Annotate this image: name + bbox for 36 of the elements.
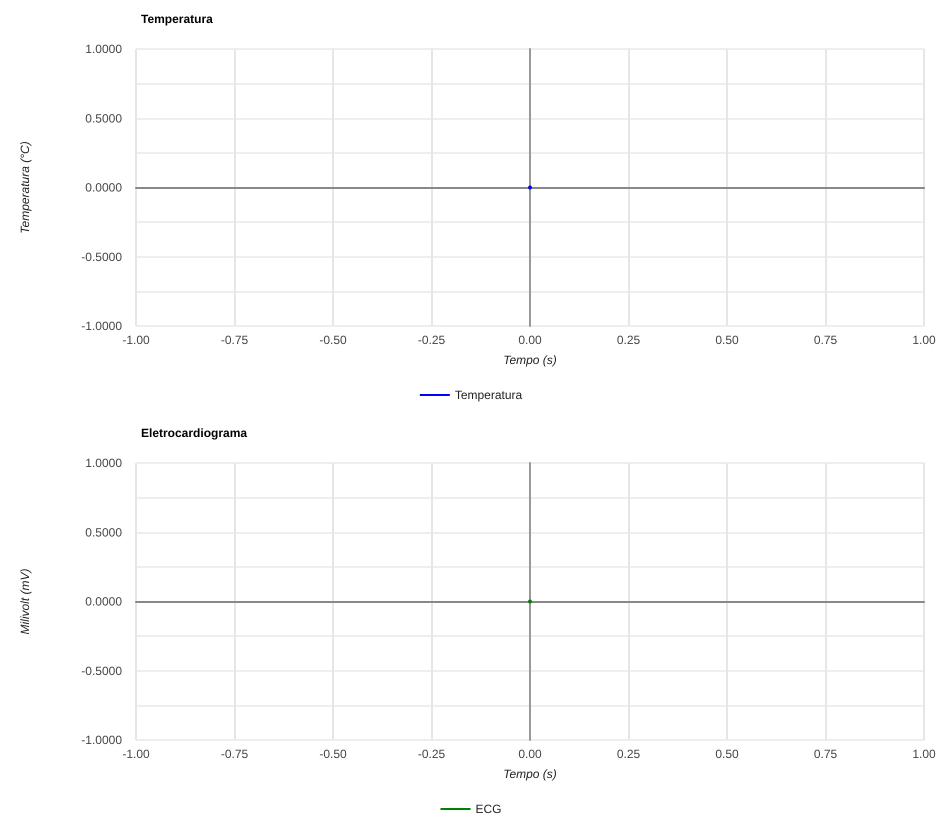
x-tick-label: -0.50 xyxy=(319,333,347,347)
legend-label: Temperatura xyxy=(454,388,523,402)
x-tick-label: 0.50 xyxy=(715,747,739,761)
x-tick-label: -1.00 xyxy=(122,333,150,347)
y-tick-label: 1.0000 xyxy=(85,456,122,470)
y-tick-label: 0.5000 xyxy=(85,111,122,126)
x-tick-label: 0.00 xyxy=(518,333,542,347)
y-tick-label: -1.0000 xyxy=(81,733,122,747)
x-tick-label: 0.00 xyxy=(518,747,542,761)
x-tick-label: -1.00 xyxy=(122,747,150,761)
x-axis-title: Tempo (s) xyxy=(503,353,557,367)
x-tick-label: 0.75 xyxy=(814,747,838,761)
x-tick-label: -0.50 xyxy=(319,747,347,761)
x-tick-label: 1.00 xyxy=(912,333,936,347)
y-tick-label: -0.5000 xyxy=(81,250,122,264)
y-axis-title: Milivolt (mV) xyxy=(18,568,32,634)
x-tick-label: -0.75 xyxy=(220,333,248,347)
x-tick-label: 0.50 xyxy=(715,333,739,347)
y-tick-label: 1.0000 xyxy=(85,42,122,56)
legend-label: ECG xyxy=(476,802,502,816)
y-tick-label: 0.5000 xyxy=(85,525,122,540)
x-tick-label: -0.25 xyxy=(418,747,446,761)
x-tick-label: 0.25 xyxy=(616,333,640,347)
x-tick-label: 0.25 xyxy=(616,747,640,761)
x-tick-label: -0.25 xyxy=(418,333,446,347)
x-tick-label: -0.75 xyxy=(220,747,248,761)
chart-title: Eletrocardiograma xyxy=(141,426,248,440)
y-tick-label: -0.5000 xyxy=(81,664,122,678)
x-tick-label: 1.00 xyxy=(912,747,936,761)
y-tick-label: -1.0000 xyxy=(81,319,122,333)
x-tick-label: 0.75 xyxy=(814,333,838,347)
y-axis-title: Temperatura (°C) xyxy=(18,141,32,234)
y-tick-label: 0.0000 xyxy=(85,594,122,608)
x-axis-title: Tempo (s) xyxy=(503,767,557,781)
chart-title: Temperatura xyxy=(141,12,214,26)
y-tick-label: 0.0000 xyxy=(85,180,122,194)
